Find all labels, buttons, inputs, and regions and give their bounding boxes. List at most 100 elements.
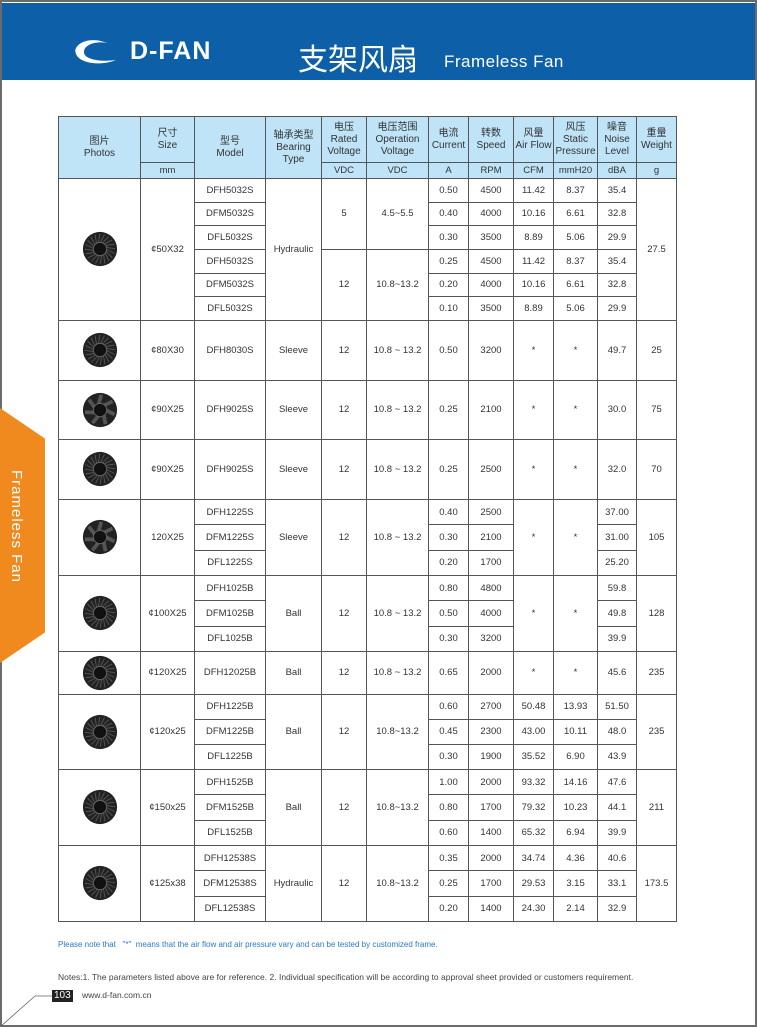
- pressure-cell: *: [553, 438, 598, 500]
- header-en: Operation Voltage: [375, 133, 420, 157]
- table-row: ¢90X25 DFH9025S Sleeve 12 10.8 ~ 13.2 0.25 210…: [58, 379, 677, 440]
- current-cell: 0.45: [428, 718, 469, 745]
- corner-line: [0, 995, 52, 1027]
- header-en: Bearing Type: [276, 141, 311, 165]
- website-url: www.d-fan.com.cn: [82, 990, 152, 1000]
- header-en: Rated Voltage: [327, 133, 361, 157]
- table-row: ¢120X25 DFH12025B Ball 12 10.8 ~ 13.2 0.65 200…: [58, 650, 677, 695]
- header-size: 尺寸 Size: [140, 116, 195, 163]
- header-cn: 重量: [646, 127, 667, 139]
- noise-cell: 35.4: [597, 178, 637, 203]
- noise-cell: 25.20: [597, 549, 637, 576]
- model-cell: DFH5032S: [194, 178, 266, 203]
- header-cn: 噪音: [607, 121, 627, 133]
- header-cn: 电压范围: [377, 121, 418, 133]
- table-row: ¢80X30 DFH8030S Sleeve 12 10.8 ~ 13.2 0.50 320…: [58, 319, 677, 381]
- unit-8: CFM: [513, 162, 554, 179]
- noise-cell: 37.00: [597, 498, 637, 526]
- header-noise-level: 噪音 Noise Level: [597, 116, 637, 163]
- bearing-cell: Ball: [265, 768, 322, 846]
- size-cell: ¢90X25: [140, 438, 195, 500]
- size-cell: ¢120X25: [140, 650, 195, 695]
- model-cell: DFM1025B: [194, 600, 266, 627]
- page-title-en: Frameless Fan: [444, 52, 564, 71]
- speed-cell: 2000: [468, 650, 514, 695]
- noise-cell: 39.9: [597, 625, 637, 652]
- rated-voltage-cell: 12: [321, 498, 367, 576]
- pressure-cell: *: [553, 650, 598, 695]
- table-row: DFL1025B 0.30 3200 39.9: [59, 625, 677, 652]
- rated-voltage-cell: 12: [321, 248, 367, 321]
- model-cell: DFL1225S: [194, 549, 266, 576]
- note-text: Please note that: [58, 940, 116, 949]
- logo-text: D-FAN: [130, 37, 212, 65]
- speed-cell: 1700: [468, 794, 514, 821]
- noise-cell: 30.0: [597, 379, 637, 440]
- pressure-cell: *: [553, 498, 598, 576]
- d-fan-swoosh-icon: [75, 39, 124, 63]
- model-cell: DFM1225B: [194, 718, 266, 745]
- model-cell: DFL12538S: [194, 895, 266, 922]
- pressure-cell: *: [553, 379, 598, 440]
- table-row: DFL5032S 0.10 3500 8.89 5.06 29.9: [59, 296, 677, 321]
- unit-9: mmH20: [553, 162, 598, 179]
- table-row: DFM1525B 0.80 1700 79.32 10.23 44.1: [59, 794, 677, 821]
- rated-voltage-cell: 12: [321, 319, 367, 381]
- size-cell: ¢90X25: [140, 379, 195, 440]
- blower-fan-90-icon: [58, 438, 141, 500]
- table-row: ¢90X25 DFH9025S Sleeve 12 10.8 ~ 13.2 0.25 250…: [58, 438, 677, 500]
- note-symbol: "*": [122, 940, 132, 949]
- airflow-cell: *: [513, 650, 554, 695]
- pressure-cell: 6.90: [553, 743, 598, 770]
- airflow-cell: *: [513, 319, 554, 381]
- weight-cell: 70: [636, 438, 677, 500]
- airflow-cell: 11.42: [513, 178, 554, 203]
- model-cell: DFH1225B: [194, 693, 266, 720]
- operation-voltage-cell: 10.8 ~ 13.2: [366, 438, 429, 500]
- speed-cell: 3200: [468, 625, 514, 652]
- weight-cell: 235: [636, 693, 677, 770]
- current-cell: 0.40: [428, 201, 469, 227]
- airflow-cell: 93.32: [513, 768, 554, 796]
- table-row: DFM5032S 0.40 4000 10.16 6.61 32.8: [59, 201, 677, 227]
- unit-10: dBA: [597, 162, 637, 179]
- unit-5: VDC: [366, 162, 429, 179]
- header-en: Static Pressure: [555, 133, 596, 157]
- pressure-cell: 10.11: [553, 718, 598, 745]
- model-cell: DFM12538S: [194, 870, 266, 897]
- noise-cell: 47.6: [597, 768, 637, 796]
- spec-table: 图片 Photos 尺寸 Size 型号 Model 轴承类型 Bearing Type 电压 R…: [58, 116, 677, 922]
- noise-cell: 32.0: [597, 438, 637, 500]
- page-title-cn: 支架风扇: [298, 43, 418, 78]
- blower-fan-100-icon: [58, 574, 141, 652]
- page-number: 103: [52, 990, 73, 1002]
- table-row: 120X25 DFH1225S Sleeve 12 10.8 ~ 13.2 0.40 250…: [58, 498, 677, 576]
- current-cell: 0.60: [428, 819, 469, 846]
- side-tab: [0, 408, 45, 663]
- noise-cell: 49.7: [597, 319, 637, 381]
- current-cell: 0.80: [428, 794, 469, 821]
- airflow-cell: 35.52: [513, 743, 554, 770]
- speed-cell: 1700: [468, 549, 514, 576]
- airflow-cell: 43.00: [513, 718, 554, 745]
- airflow-cell: *: [513, 574, 554, 652]
- speed-cell: 4000: [468, 201, 514, 227]
- speed-cell: 1400: [468, 819, 514, 846]
- speed-cell: 2100: [468, 379, 514, 440]
- size-cell: 120X25: [140, 498, 195, 576]
- header-air-flow: 风量 Air Flow: [513, 116, 554, 163]
- header-en: Air Flow: [515, 139, 552, 151]
- bearing-cell: Sleeve: [265, 498, 322, 576]
- blower-fan-120b-icon: [58, 693, 141, 770]
- rated-voltage-cell: 12: [321, 693, 367, 770]
- table-row: ¢120x25 DFH1225B Ball 12 10.8~13.2 0.60 2700 50…: [58, 693, 677, 770]
- pressure-cell: 2.14: [553, 895, 598, 922]
- weight-cell: 75: [636, 379, 677, 440]
- model-cell: DFH12538S: [194, 844, 266, 872]
- rated-voltage-cell: 12: [321, 379, 367, 440]
- d-fan-logo: D-FAN: [72, 37, 211, 66]
- header-en: Current: [431, 139, 466, 151]
- current-cell: 0.30: [428, 225, 469, 250]
- header-en: Weight: [641, 139, 672, 151]
- table-row: DFL5032S 0.30 3500 8.89 5.06 29.9: [59, 225, 677, 250]
